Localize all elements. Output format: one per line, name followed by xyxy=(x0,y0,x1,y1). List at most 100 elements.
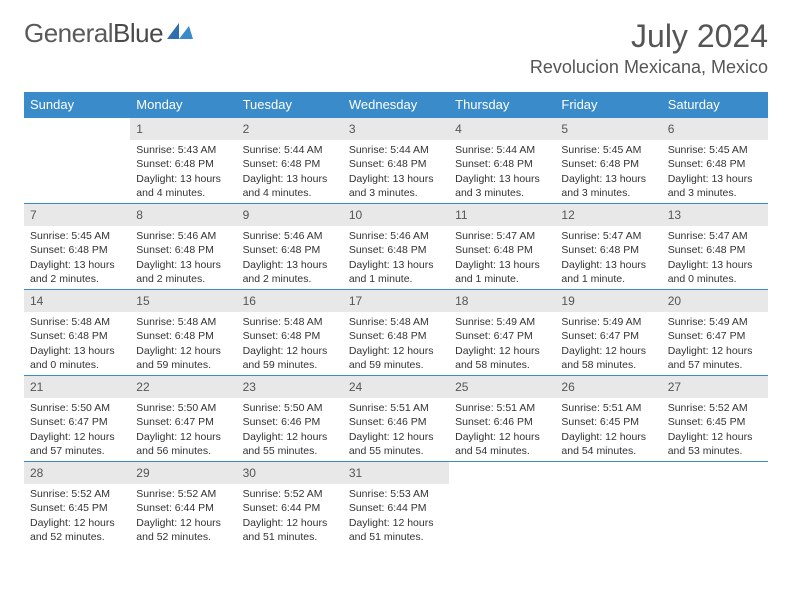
daylight-line: Daylight: 12 hours and 58 minutes. xyxy=(455,344,549,372)
day-number: 22 xyxy=(130,376,236,398)
day-number: 20 xyxy=(662,290,768,312)
day-number: 2 xyxy=(237,118,343,140)
calendar-cell xyxy=(449,462,555,548)
calendar-cell xyxy=(662,462,768,548)
calendar-cell: 25Sunrise: 5:51 AMSunset: 6:46 PMDayligh… xyxy=(449,376,555,462)
sunset-line: Sunset: 6:47 PM xyxy=(668,329,762,343)
title-block: July 2024 Revolucion Mexicana, Mexico xyxy=(530,18,768,78)
sunrise-line: Sunrise: 5:49 AM xyxy=(561,315,655,329)
day-number: 18 xyxy=(449,290,555,312)
calendar-cell: 17Sunrise: 5:48 AMSunset: 6:48 PMDayligh… xyxy=(343,290,449,376)
day-details: Sunrise: 5:52 AMSunset: 6:44 PMDaylight:… xyxy=(237,484,343,547)
day-number: 11 xyxy=(449,204,555,226)
day-details: Sunrise: 5:51 AMSunset: 6:46 PMDaylight:… xyxy=(343,398,449,461)
sunrise-line: Sunrise: 5:45 AM xyxy=(30,229,124,243)
day-number: 21 xyxy=(24,376,130,398)
daylight-line: Daylight: 12 hours and 52 minutes. xyxy=(30,516,124,544)
weekday-header: Sunday xyxy=(24,92,130,118)
sunset-line: Sunset: 6:47 PM xyxy=(455,329,549,343)
logo: GeneralBlue xyxy=(24,18,193,49)
sunset-line: Sunset: 6:48 PM xyxy=(349,157,443,171)
day-details: Sunrise: 5:48 AMSunset: 6:48 PMDaylight:… xyxy=(343,312,449,375)
sunset-line: Sunset: 6:45 PM xyxy=(561,415,655,429)
day-number: 13 xyxy=(662,204,768,226)
calendar-cell xyxy=(24,118,130,204)
calendar-cell: 14Sunrise: 5:48 AMSunset: 6:48 PMDayligh… xyxy=(24,290,130,376)
sunrise-line: Sunrise: 5:44 AM xyxy=(349,143,443,157)
sunset-line: Sunset: 6:48 PM xyxy=(561,157,655,171)
daylight-line: Daylight: 13 hours and 0 minutes. xyxy=(30,344,124,372)
sunset-line: Sunset: 6:45 PM xyxy=(668,415,762,429)
sunset-line: Sunset: 6:48 PM xyxy=(668,157,762,171)
sunrise-line: Sunrise: 5:44 AM xyxy=(455,143,549,157)
sunrise-line: Sunrise: 5:48 AM xyxy=(30,315,124,329)
sunrise-line: Sunrise: 5:46 AM xyxy=(136,229,230,243)
daylight-line: Daylight: 12 hours and 51 minutes. xyxy=(349,516,443,544)
day-number: 30 xyxy=(237,462,343,484)
day-details: Sunrise: 5:43 AMSunset: 6:48 PMDaylight:… xyxy=(130,140,236,203)
weekday-header: Saturday xyxy=(662,92,768,118)
day-number: 25 xyxy=(449,376,555,398)
calendar-cell: 20Sunrise: 5:49 AMSunset: 6:47 PMDayligh… xyxy=(662,290,768,376)
triangle-icon xyxy=(167,21,193,46)
daylight-line: Daylight: 13 hours and 2 minutes. xyxy=(30,258,124,286)
calendar-cell: 15Sunrise: 5:48 AMSunset: 6:48 PMDayligh… xyxy=(130,290,236,376)
calendar-cell: 12Sunrise: 5:47 AMSunset: 6:48 PMDayligh… xyxy=(555,204,661,290)
calendar-cell: 1Sunrise: 5:43 AMSunset: 6:48 PMDaylight… xyxy=(130,118,236,204)
sunset-line: Sunset: 6:48 PM xyxy=(243,243,337,257)
sunrise-line: Sunrise: 5:52 AM xyxy=(136,487,230,501)
day-details: Sunrise: 5:45 AMSunset: 6:48 PMDaylight:… xyxy=(662,140,768,203)
weekday-header: Wednesday xyxy=(343,92,449,118)
day-number: 15 xyxy=(130,290,236,312)
day-details: Sunrise: 5:49 AMSunset: 6:47 PMDaylight:… xyxy=(449,312,555,375)
sunrise-line: Sunrise: 5:48 AM xyxy=(349,315,443,329)
day-number: 9 xyxy=(237,204,343,226)
sunset-line: Sunset: 6:47 PM xyxy=(136,415,230,429)
day-details: Sunrise: 5:51 AMSunset: 6:45 PMDaylight:… xyxy=(555,398,661,461)
daylight-line: Daylight: 12 hours and 56 minutes. xyxy=(136,430,230,458)
sunset-line: Sunset: 6:47 PM xyxy=(30,415,124,429)
daylight-line: Daylight: 12 hours and 59 minutes. xyxy=(243,344,337,372)
sunrise-line: Sunrise: 5:45 AM xyxy=(668,143,762,157)
calendar-cell: 5Sunrise: 5:45 AMSunset: 6:48 PMDaylight… xyxy=(555,118,661,204)
sunrise-line: Sunrise: 5:47 AM xyxy=(561,229,655,243)
sunset-line: Sunset: 6:48 PM xyxy=(243,329,337,343)
day-number: 14 xyxy=(24,290,130,312)
daylight-line: Daylight: 12 hours and 57 minutes. xyxy=(30,430,124,458)
sunset-line: Sunset: 6:48 PM xyxy=(668,243,762,257)
calendar-row: 14Sunrise: 5:48 AMSunset: 6:48 PMDayligh… xyxy=(24,290,768,376)
calendar-cell: 3Sunrise: 5:44 AMSunset: 6:48 PMDaylight… xyxy=(343,118,449,204)
month-title: July 2024 xyxy=(530,18,768,55)
day-details: Sunrise: 5:51 AMSunset: 6:46 PMDaylight:… xyxy=(449,398,555,461)
sunrise-line: Sunrise: 5:51 AM xyxy=(455,401,549,415)
sunrise-line: Sunrise: 5:52 AM xyxy=(243,487,337,501)
daylight-line: Daylight: 13 hours and 1 minute. xyxy=(561,258,655,286)
sunrise-line: Sunrise: 5:51 AM xyxy=(561,401,655,415)
calendar-cell: 31Sunrise: 5:53 AMSunset: 6:44 PMDayligh… xyxy=(343,462,449,548)
day-number: 23 xyxy=(237,376,343,398)
sunrise-line: Sunrise: 5:52 AM xyxy=(668,401,762,415)
day-details: Sunrise: 5:49 AMSunset: 6:47 PMDaylight:… xyxy=(662,312,768,375)
calendar-cell: 11Sunrise: 5:47 AMSunset: 6:48 PMDayligh… xyxy=(449,204,555,290)
day-details: Sunrise: 5:48 AMSunset: 6:48 PMDaylight:… xyxy=(24,312,130,375)
sunset-line: Sunset: 6:48 PM xyxy=(30,243,124,257)
sunrise-line: Sunrise: 5:53 AM xyxy=(349,487,443,501)
weekday-header: Monday xyxy=(130,92,236,118)
sunrise-line: Sunrise: 5:50 AM xyxy=(30,401,124,415)
header: GeneralBlue July 2024 Revolucion Mexican… xyxy=(24,18,768,78)
calendar-cell: 29Sunrise: 5:52 AMSunset: 6:44 PMDayligh… xyxy=(130,462,236,548)
sunrise-line: Sunrise: 5:52 AM xyxy=(30,487,124,501)
sunrise-line: Sunrise: 5:49 AM xyxy=(668,315,762,329)
sunset-line: Sunset: 6:48 PM xyxy=(561,243,655,257)
calendar-cell xyxy=(555,462,661,548)
sunrise-line: Sunrise: 5:44 AM xyxy=(243,143,337,157)
day-details: Sunrise: 5:52 AMSunset: 6:44 PMDaylight:… xyxy=(130,484,236,547)
sunset-line: Sunset: 6:46 PM xyxy=(455,415,549,429)
calendar-cell: 27Sunrise: 5:52 AMSunset: 6:45 PMDayligh… xyxy=(662,376,768,462)
sunset-line: Sunset: 6:44 PM xyxy=(349,501,443,515)
logo-first: General xyxy=(24,18,113,48)
sunset-line: Sunset: 6:48 PM xyxy=(455,243,549,257)
calendar-cell: 2Sunrise: 5:44 AMSunset: 6:48 PMDaylight… xyxy=(237,118,343,204)
day-number: 17 xyxy=(343,290,449,312)
day-details: Sunrise: 5:44 AMSunset: 6:48 PMDaylight:… xyxy=(449,140,555,203)
